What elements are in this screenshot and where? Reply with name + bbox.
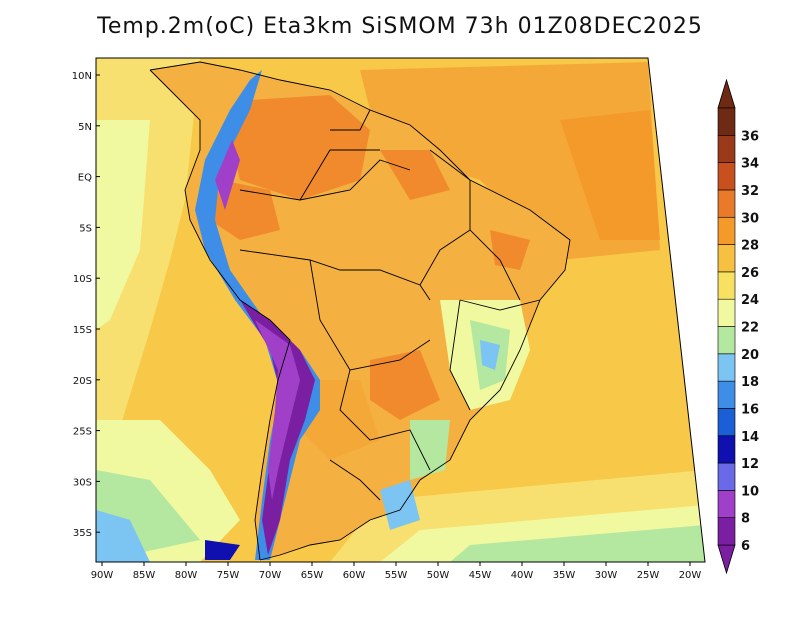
colorbar-label: 26 bbox=[741, 266, 759, 281]
map-border bbox=[95, 57, 706, 563]
colorbar-min-arrow bbox=[717, 544, 736, 575]
lat-tick-label: 35S bbox=[73, 528, 92, 539]
colorbar-swatch bbox=[717, 162, 736, 191]
lon-tick-label: 40W bbox=[511, 570, 534, 581]
south-america-land bbox=[150, 62, 570, 560]
lon-tick-label: 45W bbox=[469, 570, 492, 581]
colorbar-label: 10 bbox=[741, 484, 759, 499]
lon-tick-label: 20W bbox=[679, 570, 702, 581]
colorbar-swatch bbox=[717, 135, 736, 163]
colorbar-swatch bbox=[717, 517, 736, 546]
lon-tick-label: 35W bbox=[553, 570, 576, 581]
colorbar-label: 14 bbox=[741, 430, 759, 445]
colorbar-label: 18 bbox=[741, 375, 759, 390]
political-borders bbox=[149, 61, 571, 561]
colorbar-swatch bbox=[717, 216, 736, 245]
lat-axis: 10N 5N EQ 5S 10S 15S 20S 25S 30S 35S bbox=[72, 71, 100, 539]
lon-tick-label: 80W bbox=[175, 570, 198, 581]
colorbar: 6 8 10 12 14 16 18 20 22 24 26 28 30 32 34 36 bbox=[717, 78, 759, 575]
colorbar-label: 6 bbox=[741, 539, 750, 554]
colorbar-label: 8 bbox=[741, 512, 750, 527]
colorbar-swatch bbox=[717, 435, 736, 464]
lon-tick-label: 90W bbox=[91, 570, 114, 581]
lat-tick-label: 15S bbox=[73, 325, 92, 336]
colorbar-label: 22 bbox=[741, 321, 759, 336]
colorbar-swatch bbox=[717, 189, 736, 218]
colorbar-label: 24 bbox=[741, 293, 759, 308]
colorbar-max-arrow bbox=[717, 78, 736, 109]
lat-tick-label: 25S bbox=[73, 427, 92, 438]
lon-axis: 90W 85W 80W 75W 70W 65W 60W 55W 50W 45W 40W 35W 30W 2… bbox=[91, 562, 702, 581]
lat-tick-label: 5N bbox=[78, 122, 92, 133]
colorbar-swatch bbox=[717, 462, 736, 491]
colorbar-swatch bbox=[717, 326, 736, 355]
lat-tick-label: EQ bbox=[78, 173, 92, 184]
colorbar-label: 16 bbox=[741, 402, 759, 417]
lon-tick-label: 85W bbox=[133, 570, 156, 581]
colorbar-swatch bbox=[717, 380, 736, 409]
lat-tick-label: 30S bbox=[73, 477, 92, 488]
lon-tick-label: 55W bbox=[385, 570, 408, 581]
lat-tick-label: 10N bbox=[72, 71, 92, 82]
colorbar-label: 28 bbox=[741, 239, 759, 254]
lon-tick-label: 70W bbox=[259, 570, 282, 581]
colorbar-swatch bbox=[717, 244, 736, 273]
lat-tick-label: 10S bbox=[73, 274, 92, 285]
colorbar-swatch bbox=[717, 408, 736, 437]
colorbar-label: 36 bbox=[741, 129, 759, 144]
lon-tick-label: 75W bbox=[217, 570, 240, 581]
lon-tick-label: 50W bbox=[427, 570, 450, 581]
lon-tick-label: 30W bbox=[595, 570, 618, 581]
colorbar-label: 34 bbox=[741, 157, 759, 172]
map-title: Temp.2m(oC) Eta3km SiSMOM 73h 01Z08DEC20… bbox=[97, 14, 703, 39]
colorbar-label: 12 bbox=[741, 457, 759, 472]
lat-tick-label: 20S bbox=[73, 376, 92, 387]
colorbar-label: 20 bbox=[741, 348, 759, 363]
colorbar-swatch bbox=[717, 298, 736, 327]
colorbar-swatch bbox=[717, 271, 736, 300]
lon-tick-label: 65W bbox=[301, 570, 324, 581]
lon-tick-label: 60W bbox=[343, 570, 366, 581]
colorbar-label: 32 bbox=[741, 184, 759, 199]
colorbar-swatch bbox=[717, 490, 736, 518]
lat-tick-label: 5S bbox=[79, 223, 92, 234]
colorbar-label: 30 bbox=[741, 211, 759, 226]
temperature-field bbox=[96, 58, 705, 562]
lon-tick-label: 25W bbox=[637, 570, 660, 581]
colorbar-swatch bbox=[717, 353, 736, 382]
colorbar-swatch bbox=[717, 107, 736, 136]
